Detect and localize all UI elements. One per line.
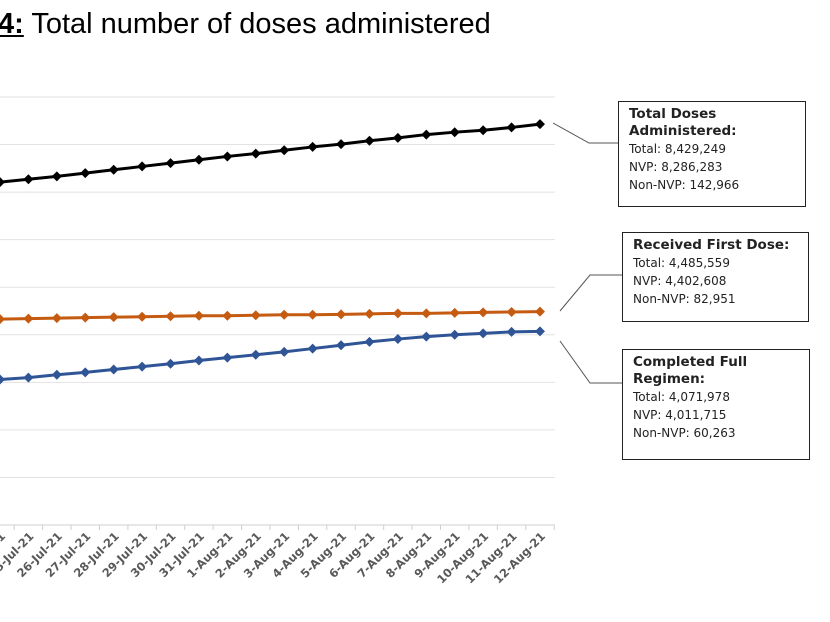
data-point xyxy=(478,307,489,318)
data-point xyxy=(478,125,489,136)
data-point xyxy=(421,331,432,342)
callout-total: Total: 4,485,559 xyxy=(633,256,730,270)
callout-total: Total: 8,429,249 xyxy=(629,142,726,156)
data-point xyxy=(307,343,318,354)
data-point xyxy=(193,154,204,165)
callout-first-dose: Received First Dose: Total: 4,485,559 NV… xyxy=(622,232,809,322)
data-point xyxy=(165,311,176,322)
data-point xyxy=(108,164,119,175)
data-point xyxy=(0,314,5,325)
data-point xyxy=(80,168,91,179)
series-0 xyxy=(0,119,545,188)
data-point xyxy=(364,336,375,347)
gridlines xyxy=(0,96,555,526)
data-point xyxy=(23,372,34,383)
callout-connectors xyxy=(552,122,622,384)
data-point xyxy=(222,151,233,162)
data-point xyxy=(51,171,62,182)
callout-nvp: NVP: 4,402,608 xyxy=(633,274,727,288)
data-point xyxy=(506,306,517,317)
callout-nvp: NVP: 8,286,283 xyxy=(629,160,723,174)
series-group xyxy=(0,119,545,385)
data-point xyxy=(336,340,347,351)
data-point xyxy=(23,313,34,324)
series-1 xyxy=(0,306,545,325)
data-point xyxy=(51,313,62,324)
series-line xyxy=(0,329,541,381)
data-point xyxy=(279,145,290,156)
data-point xyxy=(80,312,91,323)
data-point xyxy=(307,309,318,320)
data-point xyxy=(392,132,403,143)
data-point xyxy=(534,306,545,317)
series-2 xyxy=(0,326,545,385)
data-point xyxy=(279,309,290,320)
callout-heading: Total Doses xyxy=(629,106,717,122)
data-point xyxy=(506,326,517,337)
data-point xyxy=(193,355,204,366)
data-point xyxy=(165,158,176,169)
data-point xyxy=(307,141,318,152)
callout-non-nvp: Non-NVP: 60,263 xyxy=(633,426,736,440)
callout-total-doses: Total Doses Administered: Total: 8,429,2… xyxy=(618,101,806,207)
data-point xyxy=(449,307,460,318)
data-point xyxy=(336,309,347,320)
data-point xyxy=(137,161,148,172)
title-text: Total number of doses administered xyxy=(23,8,491,40)
data-point xyxy=(165,358,176,369)
series-line xyxy=(0,122,541,184)
data-point xyxy=(250,310,261,321)
data-point xyxy=(421,308,432,319)
data-point xyxy=(222,310,233,321)
data-point xyxy=(534,326,545,337)
data-point xyxy=(506,122,517,133)
callout-non-nvp: Non-NVP: 82,951 xyxy=(633,292,736,306)
data-point xyxy=(449,329,460,340)
callout-heading: Administered: xyxy=(629,123,737,139)
callout-heading: Received First Dose: xyxy=(633,237,790,253)
chart-title: 4: Total number of doses administered xyxy=(0,8,491,41)
data-point xyxy=(51,369,62,380)
connector-full xyxy=(559,340,622,384)
callout-nvp: NVP: 4,011,715 xyxy=(633,408,727,422)
callout-heading: Completed Full xyxy=(633,354,748,370)
data-point xyxy=(137,311,148,322)
data-point xyxy=(0,177,5,188)
callout-full-regimen: Completed Full Regimen: Total: 4,071,978… xyxy=(622,349,810,460)
data-point xyxy=(364,135,375,146)
data-point xyxy=(193,310,204,321)
data-point xyxy=(0,374,5,385)
data-point xyxy=(250,349,261,360)
data-point xyxy=(336,139,347,150)
data-point xyxy=(137,361,148,372)
data-point xyxy=(392,308,403,319)
data-point xyxy=(449,127,460,138)
figure-label: 4: xyxy=(0,8,24,40)
data-point xyxy=(364,308,375,319)
callout-total: Total: 4,071,978 xyxy=(633,390,730,404)
data-point xyxy=(534,119,545,130)
data-point xyxy=(80,367,91,378)
data-point xyxy=(108,312,119,323)
data-point xyxy=(250,148,261,159)
data-point xyxy=(421,129,432,140)
connector-total xyxy=(552,122,618,144)
data-point xyxy=(279,346,290,357)
callout-non-nvp: Non-NVP: 142,966 xyxy=(629,178,740,192)
data-point xyxy=(222,352,233,363)
data-point xyxy=(108,364,119,375)
x-axis-labels: 24-Jul-2125-Jul-2126-Jul-2127-Jul-2128-J… xyxy=(0,525,555,586)
data-point xyxy=(478,328,489,339)
data-point xyxy=(23,174,34,185)
data-point xyxy=(392,334,403,345)
connector-first xyxy=(559,274,622,312)
callout-heading: Regimen: xyxy=(633,371,706,387)
